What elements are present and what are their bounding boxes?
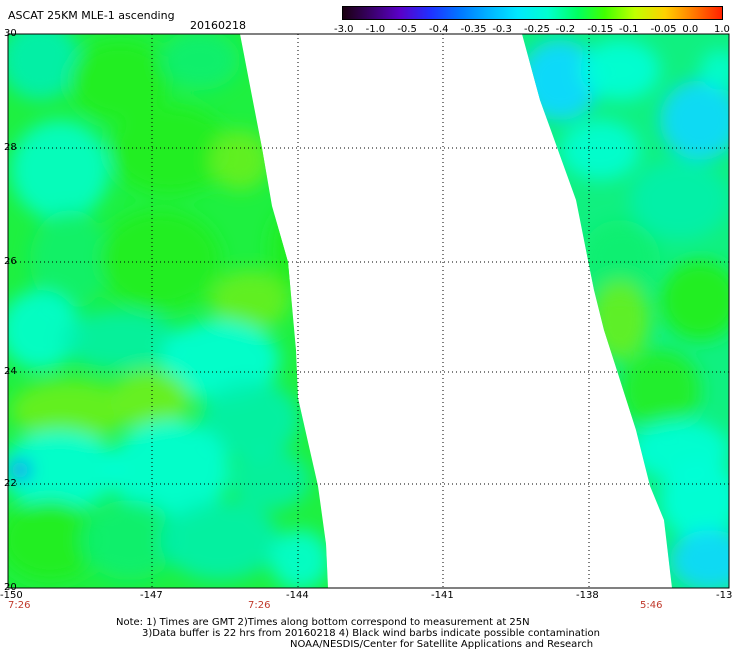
- latitude-label: 28: [4, 142, 17, 153]
- swath-patch: [660, 460, 729, 540]
- colorbar-label: -1.0: [365, 24, 386, 35]
- colorbar-label: -0.1: [619, 24, 639, 35]
- longitude-label: -147: [140, 590, 163, 601]
- colorbar-label: -0.35: [460, 24, 487, 35]
- swath-patch: [660, 80, 729, 160]
- swath-patch: [110, 370, 190, 430]
- swath-patch: [80, 500, 180, 580]
- swath-right: [522, 34, 729, 588]
- swath-patch: [210, 130, 270, 190]
- swath-patch: [670, 530, 729, 588]
- swath-patch: [10, 460, 30, 480]
- time-middle: 7:26: [248, 600, 271, 611]
- swath-patch: [270, 530, 328, 588]
- swath-patch: [522, 40, 600, 120]
- longitude-label: -13: [716, 590, 733, 601]
- swath-patch: [630, 160, 729, 240]
- swath-patch: [100, 210, 220, 310]
- swath-patch: [60, 310, 180, 370]
- longitude-label: -141: [431, 590, 454, 601]
- map-frame: [7, 33, 730, 589]
- colorbar-label: -0.15: [587, 24, 614, 35]
- swath-patch: [580, 220, 660, 300]
- latitude-label: 20: [4, 582, 17, 593]
- swath-patch: [160, 34, 240, 90]
- swath-patch: [700, 50, 729, 90]
- swath-patch: [8, 290, 80, 370]
- swath-patch: [30, 210, 110, 310]
- latitude-label: 26: [4, 256, 17, 267]
- swath-patch: [560, 120, 640, 180]
- time-left: 7:26: [8, 600, 31, 611]
- swath-patch: [620, 350, 700, 430]
- swath-patch: [8, 34, 80, 100]
- colorbar-label: -3.0: [334, 24, 354, 35]
- longitude-label: -144: [286, 590, 309, 601]
- swath-patch: [590, 280, 650, 360]
- latitude-label: 22: [4, 478, 17, 489]
- swath-patch: [70, 40, 170, 120]
- note-line-2: 3)Data buffer is 22 hrs from 20160218 4)…: [142, 628, 600, 639]
- colorbar-label: -0.3: [492, 24, 512, 35]
- longitude-label: -150: [0, 590, 23, 601]
- map-title: ASCAT 25KM MLE-1 ascending: [8, 9, 175, 22]
- latitude-label: 30: [4, 28, 17, 39]
- note-line-1: Note: 1) Times are GMT 2)Times along bot…: [116, 617, 530, 628]
- colorbar-label: 0.0: [682, 24, 699, 35]
- gridlines: [8, 34, 729, 588]
- swath-patch: [110, 420, 230, 520]
- note-line-3: NOAA/NESDIS/Center for Satellite Applica…: [290, 639, 594, 650]
- swath-patch: [10, 120, 110, 220]
- swath-patch: [270, 210, 310, 290]
- map-date: 20160218: [190, 19, 246, 32]
- longitude-label: -138: [576, 590, 599, 601]
- swath-left: [8, 34, 328, 588]
- colorbar-label: 1.0: [714, 24, 730, 35]
- colorbar-label: -0.2: [555, 24, 576, 35]
- swath-patch: [110, 105, 230, 195]
- swath-patch: [10, 380, 130, 440]
- swath-patch: [8, 500, 100, 580]
- colorbar-label: -0.5: [397, 24, 417, 35]
- swath-patch: [580, 40, 660, 100]
- swath-patch: [160, 500, 280, 580]
- colorbar-label: -0.25: [524, 24, 550, 35]
- swath-patch: [210, 270, 290, 330]
- colorbar-label: -0.4: [429, 24, 449, 35]
- colorbar-label: -0.05: [650, 24, 677, 35]
- swath-patch: [200, 380, 300, 460]
- swath-patch: [230, 450, 310, 510]
- time-right: 5:46: [640, 600, 663, 611]
- swath-patch: [8, 430, 120, 510]
- colorbar: [342, 6, 723, 20]
- latitude-label: 24: [4, 366, 17, 377]
- swath-patch: [660, 260, 729, 340]
